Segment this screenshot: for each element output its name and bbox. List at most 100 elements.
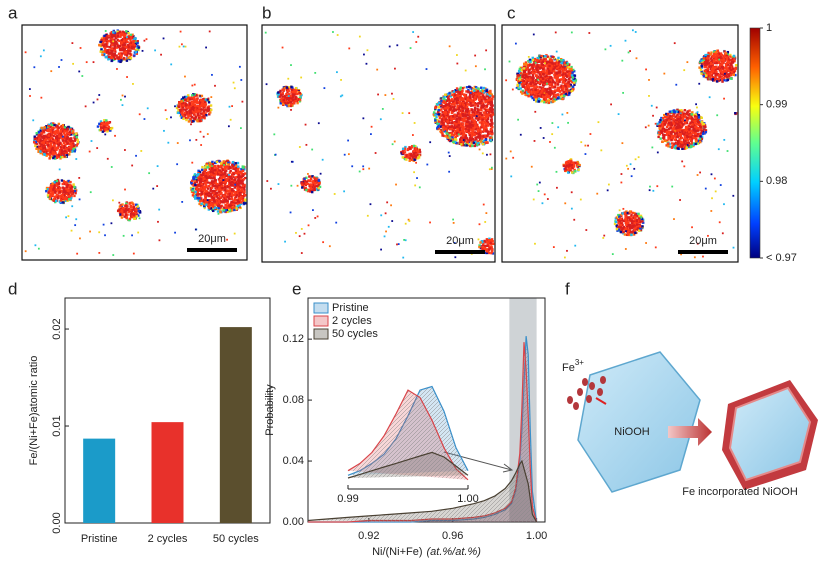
pixel <box>59 157 62 160</box>
pixel <box>241 180 244 183</box>
pixel <box>471 137 475 141</box>
pixel <box>187 116 190 119</box>
pixel <box>205 203 208 206</box>
pixel <box>135 154 137 157</box>
pixel <box>448 91 451 95</box>
pixel <box>544 64 547 68</box>
pixel <box>291 87 294 90</box>
pixel <box>186 112 189 115</box>
pixel <box>70 147 73 150</box>
pixel <box>119 35 122 38</box>
pixel <box>105 128 108 131</box>
pixel <box>317 181 321 184</box>
pixel <box>404 154 407 158</box>
pixel <box>465 86 469 89</box>
pixel <box>458 131 462 134</box>
pixel <box>358 170 361 173</box>
pixel <box>127 36 131 39</box>
pixel <box>61 144 64 147</box>
pixel <box>241 165 244 168</box>
pixel <box>315 177 318 180</box>
pixel <box>107 125 110 129</box>
pixel <box>472 98 476 102</box>
pixel <box>294 97 297 101</box>
pixel <box>134 42 138 46</box>
pixel <box>218 176 222 179</box>
pixel <box>186 99 189 102</box>
pixel <box>117 56 121 59</box>
pixel <box>485 104 489 107</box>
pixel <box>300 183 304 186</box>
pixel <box>443 130 447 133</box>
pixel <box>137 209 140 213</box>
pixel <box>450 139 453 142</box>
pixel <box>193 173 197 176</box>
pixel <box>486 93 489 96</box>
pixel <box>567 89 570 92</box>
pixel <box>233 178 236 181</box>
pixel <box>414 145 417 148</box>
pixel <box>210 96 213 99</box>
pixel <box>208 167 211 171</box>
pixel <box>305 176 308 179</box>
pixel <box>156 185 159 187</box>
pixel <box>476 102 480 105</box>
pixel <box>56 184 59 188</box>
pixel <box>222 181 226 184</box>
pixel <box>288 101 292 104</box>
pixel <box>478 133 482 137</box>
pixel <box>49 129 52 132</box>
pixel <box>468 97 472 100</box>
pixel <box>115 46 119 49</box>
pixel <box>111 49 114 53</box>
pixel <box>442 128 445 132</box>
pixel <box>190 123 192 126</box>
pixel <box>112 56 115 60</box>
pixel <box>102 127 106 130</box>
pixel <box>491 239 494 243</box>
pixel <box>39 55 42 58</box>
pixel <box>412 149 416 153</box>
pixel <box>459 93 462 97</box>
pixel <box>98 43 101 47</box>
pixel <box>294 86 298 90</box>
pixel <box>237 200 240 204</box>
pixel <box>56 147 60 150</box>
pixel <box>60 179 64 182</box>
pixel <box>441 132 444 136</box>
pixel <box>222 175 225 178</box>
pixel <box>231 209 234 212</box>
pixel <box>45 135 48 139</box>
pixel <box>213 164 217 168</box>
pixel <box>189 118 192 121</box>
pixel <box>47 144 50 147</box>
pixel <box>285 96 289 100</box>
pixel <box>39 147 43 150</box>
pixel <box>215 160 219 164</box>
pixel <box>132 252 135 255</box>
pixel <box>70 150 74 153</box>
pixel <box>484 68 486 71</box>
pixel <box>469 128 472 131</box>
pixel <box>408 157 412 160</box>
pixel <box>106 157 109 160</box>
pixel <box>408 112 411 115</box>
pixel <box>480 140 483 143</box>
pixel <box>204 165 207 169</box>
pixel <box>567 77 571 80</box>
pixel <box>235 169 238 173</box>
pixel <box>478 108 481 112</box>
pixel <box>460 98 463 102</box>
pixel <box>444 103 448 106</box>
pixel <box>70 229 73 232</box>
pixel <box>46 188 50 191</box>
pixel <box>39 139 43 142</box>
pixel <box>196 120 199 123</box>
pixel <box>434 119 437 122</box>
pixel <box>60 152 63 155</box>
pixel <box>548 97 552 100</box>
pixel <box>197 169 200 173</box>
pixel <box>452 221 455 224</box>
pixel <box>222 200 226 203</box>
pixel <box>243 185 246 189</box>
